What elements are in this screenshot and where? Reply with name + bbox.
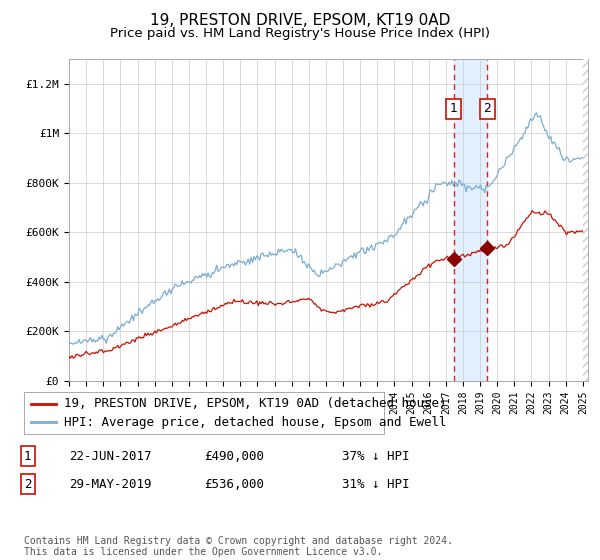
Text: Contains HM Land Registry data © Crown copyright and database right 2024.
This d: Contains HM Land Registry data © Crown c… [24, 535, 453, 557]
Text: 19, PRESTON DRIVE, EPSOM, KT19 0AD (detached house): 19, PRESTON DRIVE, EPSOM, KT19 0AD (deta… [64, 397, 446, 410]
Bar [583, 59, 588, 381]
Text: HPI: Average price, detached house, Epsom and Ewell: HPI: Average price, detached house, Epso… [64, 416, 446, 429]
Text: £490,000: £490,000 [204, 450, 264, 463]
Text: 19, PRESTON DRIVE, EPSOM, KT19 0AD: 19, PRESTON DRIVE, EPSOM, KT19 0AD [150, 13, 450, 28]
Text: £536,000: £536,000 [204, 478, 264, 491]
Text: 1: 1 [24, 450, 32, 463]
Text: 29-MAY-2019: 29-MAY-2019 [69, 478, 151, 491]
Text: 22-JUN-2017: 22-JUN-2017 [69, 450, 151, 463]
Text: 1: 1 [450, 102, 458, 115]
Text: 37% ↓ HPI: 37% ↓ HPI [342, 450, 409, 463]
Text: Price paid vs. HM Land Registry's House Price Index (HPI): Price paid vs. HM Land Registry's House … [110, 27, 490, 40]
Bar [454, 59, 487, 381]
Text: 2: 2 [483, 102, 491, 115]
Text: 2: 2 [24, 478, 32, 491]
Text: 31% ↓ HPI: 31% ↓ HPI [342, 478, 409, 491]
